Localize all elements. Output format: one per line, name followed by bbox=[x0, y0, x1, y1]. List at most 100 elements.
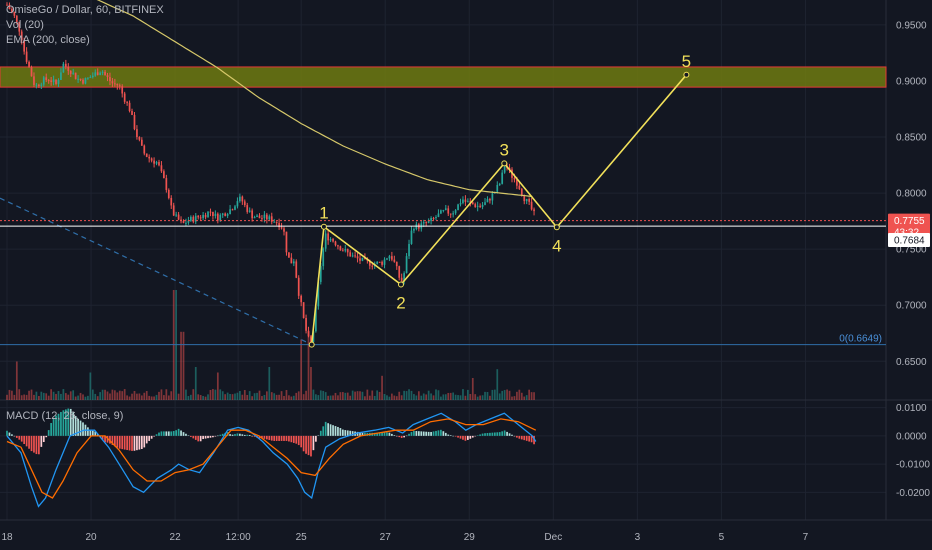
candle-body bbox=[138, 136, 141, 140]
volume-bar bbox=[145, 390, 148, 400]
macd-histogram-bar bbox=[393, 435, 396, 436]
volume-legend[interactable]: Vol (20) bbox=[6, 19, 44, 31]
time-tick-label: 3 bbox=[635, 532, 641, 543]
volume-bar bbox=[518, 389, 521, 400]
supply-zone bbox=[0, 66, 887, 88]
macd-histogram-bar bbox=[79, 420, 82, 436]
macd-histogram-bar bbox=[408, 433, 410, 436]
volume-bar bbox=[38, 396, 40, 400]
macd-tick-label: 0.0000 bbox=[896, 431, 927, 442]
candle-body bbox=[128, 102, 131, 112]
price-tag-label: 0.7684 bbox=[894, 235, 925, 246]
macd-histogram-bar bbox=[498, 432, 501, 436]
macd-histogram-bar bbox=[295, 435, 298, 444]
macd-histogram-bar bbox=[339, 428, 342, 436]
volume-bar bbox=[479, 395, 481, 400]
volume-bar bbox=[444, 394, 447, 400]
volume-bar bbox=[91, 389, 94, 400]
macd-histogram-bar bbox=[192, 435, 195, 439]
candle-body bbox=[268, 216, 271, 220]
volume-bar bbox=[89, 372, 92, 400]
volume-bar bbox=[239, 391, 241, 400]
volume-bar bbox=[265, 391, 268, 400]
candle-body bbox=[114, 83, 116, 85]
price-axis[interactable]: 0.9500 0.9000 0.8500 0.8000 0.7500 0.7000 0.65… bbox=[896, 20, 930, 498]
candle-body bbox=[322, 248, 325, 267]
ema-legend[interactable]: EMA (200, close) bbox=[6, 34, 90, 46]
candle-body bbox=[158, 162, 160, 166]
macd-histogram-bar bbox=[290, 435, 293, 443]
macd-histogram-bar bbox=[67, 408, 70, 436]
candle-body bbox=[378, 261, 381, 263]
macd-histogram-bar bbox=[172, 431, 175, 436]
macd-histogram-bar bbox=[496, 432, 499, 436]
price-tick-label: 0.8500 bbox=[896, 133, 927, 144]
candle-body bbox=[15, 15, 18, 22]
macd-histogram-bar bbox=[11, 434, 13, 436]
volume-bar bbox=[177, 393, 180, 400]
macd-histogram-bar bbox=[508, 433, 511, 436]
volume-bar bbox=[395, 396, 398, 400]
candle-body bbox=[170, 197, 173, 206]
macd-legend[interactable]: MACD (12, 26, close, 9) bbox=[6, 410, 124, 422]
candle-body bbox=[408, 243, 410, 257]
candle-body bbox=[42, 77, 45, 85]
candle-body bbox=[182, 220, 185, 223]
macd-histogram-bar bbox=[234, 434, 236, 436]
macd-histogram-bar bbox=[180, 430, 182, 436]
macd-histogram-bar bbox=[403, 435, 405, 438]
volume-bar bbox=[410, 390, 413, 400]
volume-bar bbox=[496, 369, 499, 400]
candle-body bbox=[302, 302, 305, 318]
macd-histogram-bar bbox=[520, 435, 523, 440]
candle-body bbox=[440, 210, 442, 214]
volume-bar bbox=[440, 396, 442, 400]
macd-histogram-bar bbox=[126, 435, 128, 451]
macd-histogram-bar bbox=[383, 432, 386, 436]
candle-body bbox=[25, 51, 28, 62]
volume-bar bbox=[246, 394, 249, 400]
volume-bar bbox=[263, 394, 266, 400]
volume-bar bbox=[192, 389, 195, 400]
macd-histogram-bar bbox=[209, 435, 212, 438]
macd-histogram-bar bbox=[513, 435, 516, 437]
candle-body bbox=[388, 256, 391, 259]
volume-bar bbox=[417, 391, 420, 400]
volume-bar bbox=[332, 395, 334, 400]
volume-bar bbox=[87, 395, 89, 400]
macd-histogram-bar bbox=[163, 431, 165, 436]
candle-body bbox=[52, 79, 55, 82]
volume-bar bbox=[373, 395, 376, 400]
macd-histogram-bar bbox=[109, 435, 111, 444]
volume-bar bbox=[469, 394, 472, 400]
volume-bar bbox=[209, 389, 212, 400]
macd-histogram-bar bbox=[444, 432, 447, 436]
symbol-legend[interactable]: OmiseGo / Dollar, 60, BITFINEX bbox=[6, 4, 164, 16]
candle-body bbox=[457, 204, 459, 211]
macd-histogram-bar bbox=[131, 435, 133, 451]
macd-histogram-bar bbox=[101, 435, 104, 440]
candle-body bbox=[283, 228, 285, 232]
time-axis[interactable]: 18 20 22 12:00 25 27 29 Dec 3 5 7 bbox=[1, 532, 808, 543]
wave-point bbox=[308, 341, 315, 348]
macd-histogram-bar bbox=[251, 435, 254, 437]
macd-histogram-bar bbox=[216, 435, 219, 437]
macd-histogram-bar bbox=[459, 435, 462, 439]
candle-body bbox=[393, 259, 396, 262]
macd-histogram-bar bbox=[364, 432, 366, 436]
elliott-wave[interactable]: 1 2 3 4 5 bbox=[308, 52, 691, 348]
candle-body bbox=[216, 213, 219, 221]
macd-histogram-bar bbox=[69, 408, 72, 436]
wave-label-5: 5 bbox=[682, 52, 691, 71]
volume-bar bbox=[202, 395, 204, 400]
candle-body bbox=[33, 76, 35, 85]
candle-body bbox=[354, 255, 356, 257]
macd-histogram-bar bbox=[440, 429, 442, 436]
macd-histogram-bar bbox=[62, 410, 65, 436]
candle-body bbox=[491, 193, 494, 201]
macd-histogram-bar bbox=[148, 435, 151, 441]
volume-bar bbox=[471, 378, 474, 400]
volume-bar bbox=[346, 392, 349, 400]
